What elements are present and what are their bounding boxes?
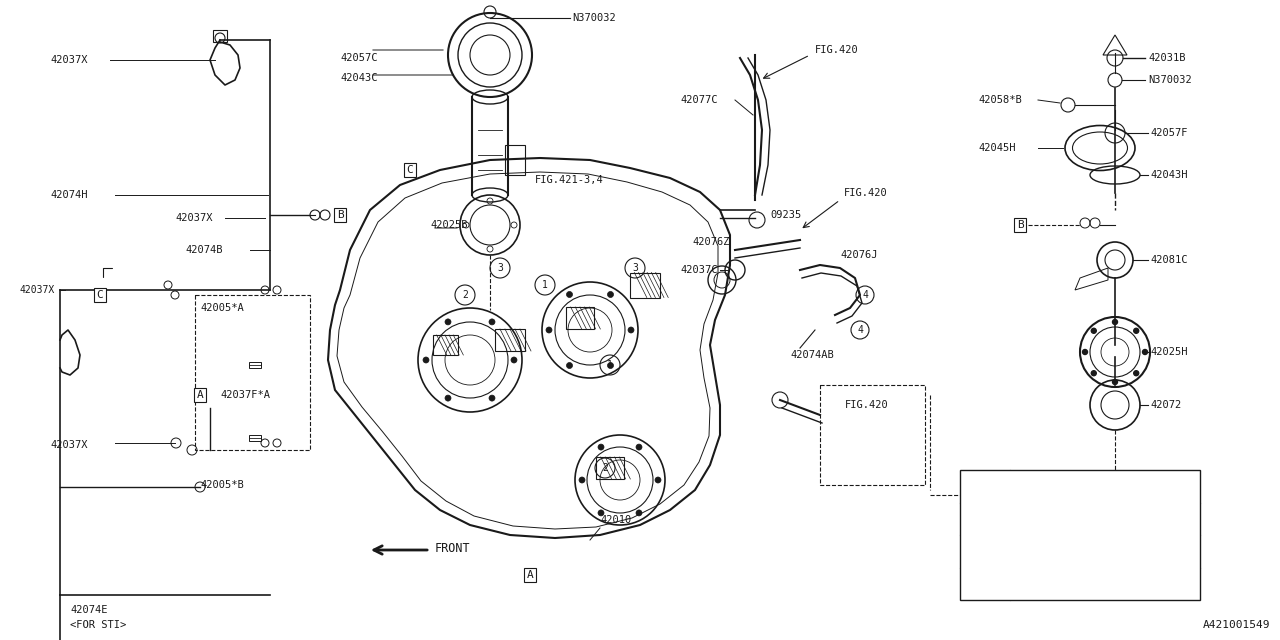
Text: 09235: 09235 [771,210,801,220]
Text: 42043*B: 42043*B [1021,480,1071,493]
Circle shape [598,510,604,516]
Text: 42031B: 42031B [1148,53,1185,63]
Text: FIG.420: FIG.420 [815,45,859,55]
Text: C: C [96,290,104,300]
Text: 42045H: 42045H [978,143,1015,153]
Text: 3: 3 [982,547,988,556]
Bar [820,385,925,485]
Circle shape [579,477,585,483]
Bar [960,470,1201,600]
Circle shape [445,319,451,325]
Circle shape [1134,371,1139,376]
Text: 1: 1 [982,481,988,492]
Text: FRONT: FRONT [435,541,471,554]
Bar [195,295,310,450]
Bar [250,362,261,368]
Circle shape [1143,349,1147,355]
Text: N370032: N370032 [1148,75,1192,85]
Circle shape [489,319,495,325]
Text: 42037X: 42037X [50,55,87,65]
Circle shape [489,395,495,401]
Bar [433,335,457,355]
Text: 42076Z: 42076Z [692,237,730,247]
Circle shape [1092,371,1096,376]
Circle shape [636,510,643,516]
Circle shape [511,357,517,363]
Text: 42057F: 42057F [1149,128,1188,138]
Text: 42081C: 42081C [1149,255,1188,265]
Text: 2: 2 [982,514,988,524]
Circle shape [1134,328,1139,333]
Text: 4: 4 [858,325,863,335]
Bar [506,145,525,175]
Text: N370032: N370032 [572,13,616,23]
Circle shape [598,444,604,450]
Text: 42057C: 42057C [340,53,378,63]
Text: 4: 4 [861,290,868,300]
Text: A421001549: A421001549 [1202,620,1270,630]
Text: B: B [337,210,343,220]
Text: 42037C: 42037C [680,265,718,275]
Circle shape [445,395,451,401]
Text: FIG.420: FIG.420 [844,188,888,198]
Text: 42043C: 42043C [340,73,378,83]
Text: 42058*B: 42058*B [978,95,1021,105]
Circle shape [608,362,613,369]
Text: 42025H: 42025H [1149,347,1188,357]
Circle shape [1112,319,1117,324]
Text: 42037X: 42037X [50,440,87,450]
Text: 42037F*A: 42037F*A [220,390,270,400]
Text: <FOR STI>: <FOR STI> [70,620,127,630]
Text: 42074E: 42074E [70,605,108,615]
Text: 3: 3 [632,263,637,273]
Text: 3: 3 [497,263,503,273]
Text: A: A [526,570,534,580]
Text: 42043*A: 42043*A [1021,545,1071,557]
Text: 2: 2 [462,290,468,300]
Text: 42076J: 42076J [840,250,878,260]
Text: 1: 1 [541,280,548,290]
Bar [630,273,660,298]
Text: B: B [1016,220,1024,230]
Text: 42037X: 42037X [175,213,212,223]
Circle shape [608,291,613,298]
Text: 42074H: 42074H [50,190,87,200]
Text: A: A [197,390,204,400]
Bar [596,457,625,479]
Text: 42074B: 42074B [186,245,223,255]
Text: 4: 4 [982,579,988,589]
Circle shape [628,327,634,333]
Text: C: C [407,165,413,175]
Text: FIG.420: FIG.420 [845,400,888,410]
Circle shape [1092,328,1096,333]
Text: 42074AB: 42074AB [790,350,833,360]
Bar [495,329,525,351]
Circle shape [655,477,660,483]
Text: 42005*B: 42005*B [200,480,243,490]
Text: 42037F*B: 42037F*B [1021,577,1079,590]
Text: 42010: 42010 [600,515,631,525]
Text: 42005*A: 42005*A [200,303,243,313]
Text: FIG.421-3,4: FIG.421-3,4 [535,175,604,185]
Text: 2: 2 [602,463,608,473]
Text: 42037X: 42037X [19,285,55,295]
Bar [212,30,227,42]
Circle shape [636,444,643,450]
Text: 42072: 42072 [1149,400,1181,410]
Circle shape [567,362,572,369]
Text: 42025B: 42025B [430,220,467,230]
Text: 42077C: 42077C [680,95,718,105]
Text: 42043E: 42043E [1021,512,1065,525]
Circle shape [1112,380,1117,385]
Text: 1: 1 [607,360,613,370]
Bar [250,435,261,441]
Circle shape [547,327,552,333]
Circle shape [422,357,429,363]
Text: 42043H: 42043H [1149,170,1188,180]
Circle shape [1083,349,1088,355]
Circle shape [567,291,572,298]
Bar [566,307,594,329]
